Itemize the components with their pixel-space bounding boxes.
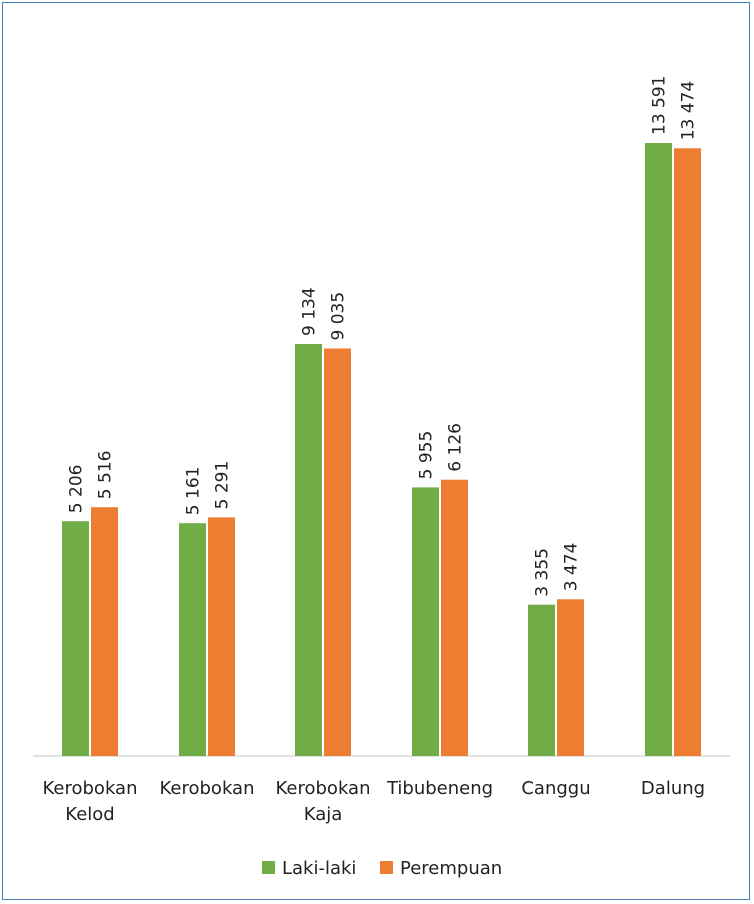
x-tick-label: Kerobokan: [43, 778, 138, 799]
bar-perempuan-4: [557, 599, 584, 756]
data-label: 5 516: [96, 451, 116, 500]
x-tick-label: Canggu: [521, 778, 590, 799]
data-label: 3 474: [562, 543, 582, 592]
legend-label: Perempuan: [400, 858, 502, 879]
bar-perempuan-1: [208, 517, 235, 756]
legend-swatch-laki-laki: [262, 861, 275, 874]
data-label: 5 955: [417, 431, 437, 480]
data-label: 5 291: [213, 461, 233, 510]
bar-laki-laki-3: [412, 487, 439, 756]
x-tick-label: Dalung: [641, 778, 705, 799]
legend-swatch-perempuan: [380, 861, 393, 874]
data-label: 3 355: [533, 548, 553, 597]
x-tick-label: Kerobokan: [276, 778, 371, 799]
x-tick-label: Kerobokan: [160, 778, 255, 799]
bar-perempuan-2: [324, 348, 351, 756]
legend: Laki-laki Perempuan: [262, 858, 502, 879]
data-label: 9 035: [329, 292, 349, 341]
legend-label: Laki-laki: [282, 858, 356, 879]
bar-laki-laki-2: [295, 344, 322, 756]
bar-perempuan-0: [91, 507, 118, 756]
bar-laki-laki-5: [645, 143, 672, 756]
bar-laki-laki-1: [179, 523, 206, 756]
data-label: 5 206: [67, 465, 87, 514]
bar-perempuan-5: [674, 148, 701, 757]
x-tick-label: Tibubeneng: [386, 778, 493, 799]
data-label: 6 126: [446, 423, 466, 472]
data-label: 13 591: [650, 76, 670, 135]
bar-perempuan-3: [441, 479, 468, 756]
x-tick-label: Kaja: [304, 804, 343, 825]
bar-laki-laki-0: [62, 521, 89, 756]
x-tick-label: Kelod: [65, 804, 114, 825]
bar-laki-laki-4: [528, 604, 555, 756]
data-label: 5 161: [184, 467, 204, 516]
data-label: 13 474: [679, 81, 699, 140]
data-label: 9 134: [300, 287, 320, 336]
